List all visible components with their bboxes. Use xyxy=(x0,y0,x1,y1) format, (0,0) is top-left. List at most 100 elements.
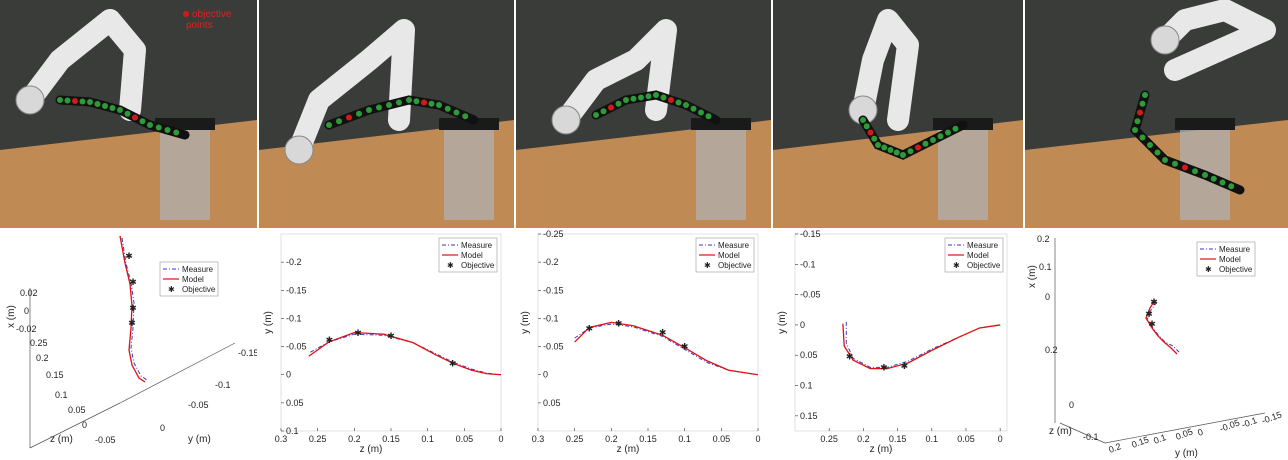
plot-panel-4: 0.25 0.2 0.15 0.1 0.05 0 -0.15 -0.1 -0.05 0 0.05 0.… xyxy=(773,228,1023,460)
y-tick-label: -0.1 xyxy=(286,313,302,323)
legend-objective-swatch: ✱ xyxy=(704,261,711,270)
y-tick-label: 0.05 xyxy=(800,350,818,360)
gripper-icon xyxy=(1150,25,1180,55)
cable-marker xyxy=(462,113,469,120)
clamp-block xyxy=(439,118,499,130)
cable-marker xyxy=(1137,109,1143,116)
cable-marker xyxy=(386,102,392,108)
x-axis-label: z (m) xyxy=(617,444,640,455)
objective-point: ✱ xyxy=(880,362,888,372)
y-tick-label: 0.1 xyxy=(800,381,813,391)
legend-label-measure: Measure xyxy=(718,241,750,250)
plot-panel-3: 0.3 0.25 0.2 0.15 0.1 0.05 0 -0.25 -0.2 -0.15 -0.1… xyxy=(516,228,771,460)
legend-label-model: Model xyxy=(967,251,989,260)
objective-point: ✱ xyxy=(1145,309,1153,319)
cable-marker xyxy=(428,100,435,107)
axis-line xyxy=(1104,412,1266,444)
y-tick-label: -0.1 xyxy=(543,313,559,323)
cable-marker xyxy=(94,101,101,107)
x-tick-label: 0 xyxy=(1045,292,1050,302)
x-tick-label: 0.1 xyxy=(678,434,691,444)
x-tick-label: 0.05 xyxy=(456,434,474,444)
cable-marker xyxy=(1134,118,1141,125)
cable-marker xyxy=(139,118,146,125)
axis-line xyxy=(119,342,236,404)
y-tick-label: -0.2 xyxy=(543,257,559,267)
cable-marker xyxy=(945,129,951,136)
y-tick-label: 0 xyxy=(286,370,291,380)
cable-marker xyxy=(102,103,108,109)
legend-label-measure: Measure xyxy=(461,241,493,250)
y-tick-label: -0.1 xyxy=(215,380,231,390)
cable-marker xyxy=(109,105,116,111)
cable-marker xyxy=(922,140,929,147)
cable-marker xyxy=(1139,100,1146,107)
cable-marker xyxy=(698,109,704,116)
legend-label-model: Model xyxy=(718,251,740,260)
cable-marker xyxy=(593,112,599,118)
x-tick-label: 0.3 xyxy=(275,434,288,444)
y-axis-label: y (m) xyxy=(777,311,788,334)
x-tick-label: 0.1 xyxy=(926,434,939,444)
y-tick-label: -0.05 xyxy=(800,290,821,300)
y-tick-label: -0.1 xyxy=(800,259,816,269)
series-line-model xyxy=(119,235,146,383)
z-tick-label: 0 xyxy=(82,420,87,430)
cable-marker xyxy=(1139,134,1146,141)
cable-marker xyxy=(887,147,894,153)
z-tick-label: -0.1 xyxy=(1083,432,1099,442)
cable-marker xyxy=(645,93,652,100)
cable-marker xyxy=(1192,168,1198,175)
cable-marker xyxy=(79,98,86,105)
legend-objective-swatch: ✱ xyxy=(1205,265,1212,274)
y-tick-label: 0 xyxy=(543,370,548,380)
y-tick-label: 0.15 xyxy=(800,411,818,421)
chart-2d-1: 0.3 0.25 0.2 0.15 0.1 0.05 0 -0.2 -0.15 -0.1 -0.05… xyxy=(263,233,504,455)
z-tick-label: 0.2 xyxy=(1045,345,1058,355)
z-tick-label: 0 xyxy=(1069,400,1074,410)
cable-marker xyxy=(615,100,622,107)
x-tick-label: 0.2 xyxy=(348,434,361,444)
robot-arm-icon xyxy=(1154,0,1276,81)
cable-marker xyxy=(915,144,921,151)
y-tick-label: -0.05 xyxy=(286,342,307,352)
y-axis-label: y (m) xyxy=(263,311,274,334)
cable-marker xyxy=(1172,160,1178,167)
y-tick-label: -0.05 xyxy=(543,342,564,352)
z-tick-label: 0.2 xyxy=(36,353,49,363)
x-tick-label: 0.15 xyxy=(639,434,657,444)
cable-marker xyxy=(117,107,123,113)
cable-marker xyxy=(668,97,674,103)
x-tick-label: 0 xyxy=(24,306,29,316)
cable-marker xyxy=(937,133,944,140)
cable-marker xyxy=(1219,179,1226,186)
robot-arm-icon xyxy=(852,9,919,131)
objective-point: ✱ xyxy=(387,331,395,341)
y-tick-label: -0.15 xyxy=(286,285,307,295)
x-tick-label: 0.1 xyxy=(1039,262,1052,272)
x-tick-label: 0.05 xyxy=(957,434,975,444)
cable-marker xyxy=(638,94,644,101)
legend-label-objective: Objective xyxy=(1219,265,1253,274)
cable-marker xyxy=(1142,92,1148,98)
x-axis-label: x (m) xyxy=(6,305,17,328)
z-tick-label: 0.25 xyxy=(30,338,48,348)
y-tick-label: -0.05 xyxy=(188,400,209,410)
cable-marker xyxy=(453,109,460,116)
objective-point: ✱ xyxy=(129,303,137,313)
photo-panel-5 xyxy=(1025,0,1288,228)
chart-2d-2: 0.3 0.25 0.2 0.15 0.1 0.05 0 -0.25 -0.2 -0.15 -0.1… xyxy=(520,229,761,455)
plot-panel-5: 0.2 0.1 0 x (m) 0.2 0.15 0.1 0.05 0 -0.05 -0.1 -0.1… xyxy=(1025,228,1288,460)
x-tick-label: 0 xyxy=(498,434,503,444)
cable-marker xyxy=(653,92,659,98)
x-tick-label: -0.02 xyxy=(16,324,37,334)
objective-point: ✱ xyxy=(449,358,457,368)
legend-label-objective: Objective xyxy=(182,285,216,294)
cable-marker xyxy=(1210,175,1217,182)
cable-marker xyxy=(930,137,936,143)
cable-marker xyxy=(705,113,712,120)
y-tick-label: 0 xyxy=(800,320,805,330)
legend-objective-swatch: ✱ xyxy=(953,261,960,270)
